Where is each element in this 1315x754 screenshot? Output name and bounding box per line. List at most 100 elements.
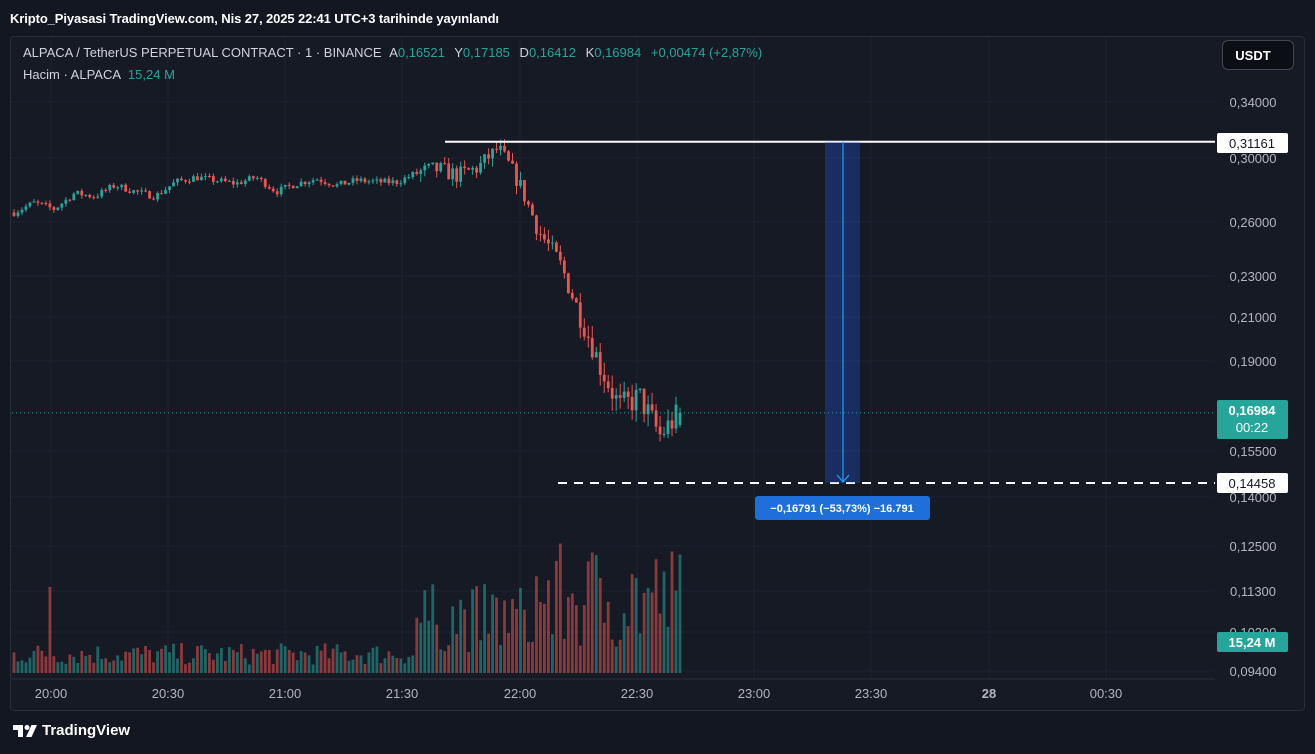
volume-bar (36, 645, 40, 673)
candle-body (562, 260, 566, 274)
volume-bar (459, 599, 463, 673)
candle-body (423, 165, 427, 171)
close-value: 0,16984 (594, 45, 642, 60)
volume-bar (140, 654, 144, 673)
volume-bar (108, 662, 112, 673)
measure-arrow-head (836, 474, 850, 483)
candle-body (566, 273, 570, 294)
candle-body (634, 389, 638, 411)
volume-bar (84, 656, 88, 673)
volume-bar (447, 645, 451, 673)
candle-body (88, 194, 92, 198)
volume-bar (515, 608, 518, 673)
volume-bar (391, 655, 395, 673)
candle-body (427, 163, 431, 166)
volume-bar (72, 656, 76, 673)
candle-body (204, 176, 207, 178)
tradingview-brand: TradingView (42, 722, 131, 739)
candle-body (602, 374, 606, 382)
volume-bar (355, 655, 359, 673)
chart-panel[interactable] (10, 36, 1305, 711)
candle-body (36, 201, 40, 203)
volume-bar (375, 646, 379, 673)
symbol-title[interactable]: ALPACA / TetherUS PERPETUAL CONTRACT · 1… (23, 45, 382, 60)
candle-body (471, 167, 475, 170)
volume-bar (443, 651, 447, 673)
volume-bar (387, 651, 391, 673)
candle-body (463, 166, 467, 169)
low-value: 0,16412 (528, 45, 576, 60)
candle-body (112, 184, 116, 188)
candle-body (271, 188, 275, 192)
volume-bar (172, 643, 175, 673)
svg-text:0,16984: 0,16984 (1229, 403, 1277, 418)
candle-body (120, 184, 124, 188)
volume-bar (96, 646, 100, 673)
time-tick-label: 22:30 (621, 686, 654, 701)
candle-body (128, 191, 132, 193)
volume-bar (215, 653, 219, 673)
time-tick-label: 22:00 (504, 686, 537, 701)
candle-body (391, 180, 395, 184)
candle-body (658, 426, 662, 435)
volume-bar (315, 646, 319, 673)
volume-bar (104, 658, 108, 673)
volume-bar (395, 658, 399, 673)
candle-body (291, 185, 295, 189)
volume-bar (212, 659, 215, 673)
candlestick-series[interactable] (12, 139, 682, 442)
candle-body (590, 337, 594, 358)
measure-label[interactable]: −0,16791 (−53,73%) −16.791 (755, 496, 930, 520)
candle-body (499, 145, 502, 150)
volume-label[interactable]: Hacim · ALPACA (23, 67, 121, 82)
candle-body (407, 176, 411, 178)
candle-body (343, 180, 347, 185)
volume-bar (550, 634, 554, 673)
candle-body (439, 163, 443, 172)
volume-bar (570, 593, 574, 673)
candle-body (40, 202, 44, 204)
price-axis[interactable]: 0,34000 0,30000 0,26000 0,23000 0,21000 0,190… (1230, 95, 1277, 679)
candle-body (554, 242, 558, 252)
candle-body (594, 352, 598, 358)
candle-body (359, 178, 363, 181)
volume-bar (303, 652, 307, 673)
candle-body (279, 186, 283, 195)
volume-bar (419, 622, 423, 673)
volume-bar (192, 658, 195, 673)
candle-body (188, 181, 191, 183)
candle-body (622, 391, 626, 398)
volume-bar (68, 654, 72, 673)
volume-bar (251, 648, 255, 673)
volume-bar (263, 649, 267, 673)
currency-button[interactable]: USDT (1222, 40, 1294, 70)
candle-body (519, 180, 522, 186)
volume-bar (287, 650, 291, 673)
volume-bar (243, 658, 247, 673)
volume-bar (670, 551, 674, 673)
candle-body (399, 183, 403, 185)
candle-body (223, 178, 227, 182)
volume-bar (56, 662, 60, 673)
volume-bar (307, 655, 311, 673)
volume-bar (275, 649, 279, 673)
candle-body (558, 251, 562, 261)
volume-bar (247, 664, 251, 673)
volume-bar (554, 560, 558, 673)
volume-bar (100, 658, 104, 673)
candle-body (72, 193, 76, 201)
candle-body (483, 154, 486, 163)
volume-bar (435, 624, 439, 673)
candle-body (60, 203, 64, 208)
candle-body (116, 187, 120, 189)
time-axis[interactable]: 20:00 20:30 21:00 21:30 22:00 22:30 23:00 23:30… (35, 686, 1123, 701)
candle-body (586, 336, 590, 338)
low-price-marker: 0,14458 (1217, 473, 1288, 493)
tradingview-logo[interactable]: TradingView (12, 722, 130, 739)
candle-body (152, 198, 155, 200)
volume-bar (431, 584, 435, 673)
volume-value: 15,24 M (127, 67, 175, 82)
volume-bar (582, 605, 586, 673)
volume-bar (678, 554, 682, 673)
